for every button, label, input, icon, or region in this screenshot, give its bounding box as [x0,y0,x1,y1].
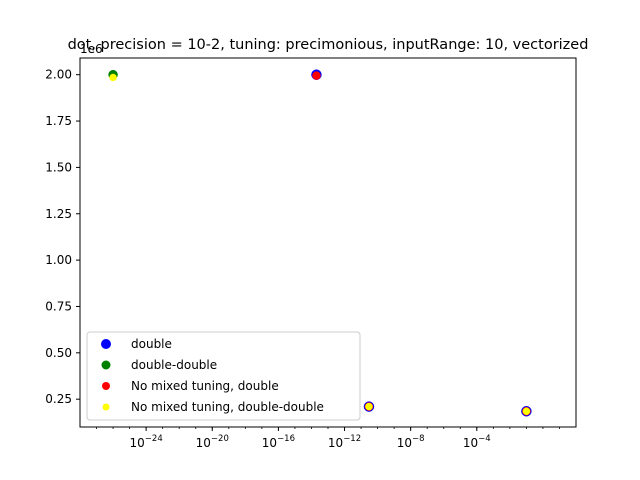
chart-title: dot, precision = 10-2, tuning: precimoni… [68,37,589,53]
x-tick-label: 10−12 [328,434,361,450]
point-no-mixed-tuning-double-double [109,73,117,82]
data-points [108,69,532,417]
x-axis: 10−24 10−20 10−16 10−12 10−8 10−4 [96,427,560,450]
y-axis: 0.25 0.50 0.75 1.00 1.25 1.50 1.75 2.00 [45,68,80,406]
y-tick-label: 0.50 [45,346,72,360]
x-tick-label: 10−8 [397,434,425,450]
x-tick-label: 10−24 [130,434,163,450]
y-tick-label: 0.25 [45,392,72,406]
point-no-mixed-tuning-double-double [365,402,373,411]
y-tick-label: 2.00 [45,68,72,82]
legend-marker [102,382,110,390]
y-tick-label: 1.00 [45,253,72,267]
legend-box [86,331,361,421]
legend: double double-double No mixed tuning, doub… [86,331,361,421]
legend-label: double-double [131,358,217,372]
x-tick-label: 10−20 [196,434,229,450]
legend-label: No mixed tuning, double [131,379,279,393]
legend-label: No mixed tuning, double-double [131,400,324,414]
y-axis-offset-label: 1e6 [80,42,103,56]
legend-marker [102,403,110,411]
x-tick-label: 10−4 [463,434,491,450]
point-no-mixed-tuning-double [312,71,321,80]
y-tick-label: 1.25 [45,207,72,221]
point-no-mixed-tuning-double-double [522,407,531,415]
y-tick-label: 1.75 [45,114,72,128]
y-tick-label: 0.75 [45,299,72,313]
legend-marker [101,339,111,349]
y-tick-label: 1.50 [45,160,72,174]
x-tick-label: 10−16 [262,434,295,450]
legend-marker [101,360,111,370]
legend-label: double [131,337,172,351]
